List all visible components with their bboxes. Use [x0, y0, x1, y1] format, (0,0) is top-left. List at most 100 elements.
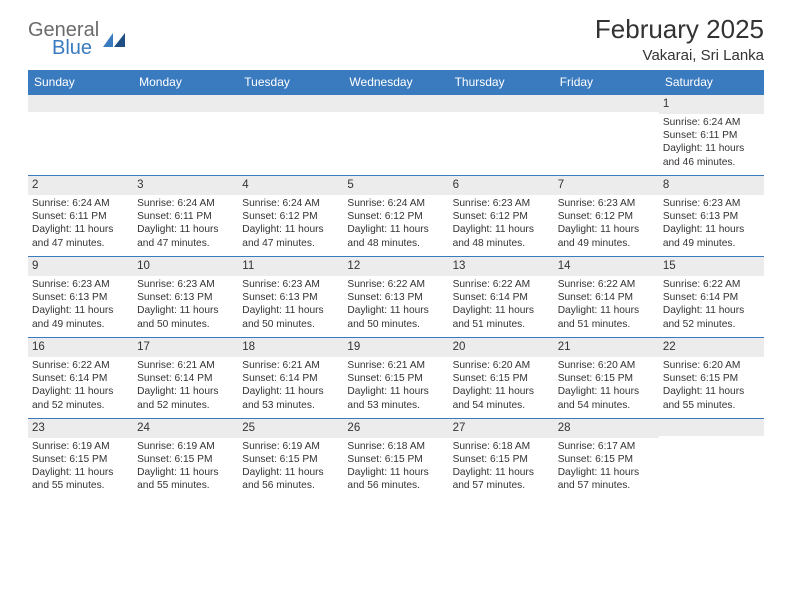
day-cell: 26Sunrise: 6:18 AMSunset: 6:15 PMDayligh…: [343, 418, 448, 498]
location-label: Vakarai, Sri Lanka: [595, 47, 764, 64]
sunrise-line: Sunrise: 6:22 AM: [558, 278, 655, 291]
week-row: 23Sunrise: 6:19 AMSunset: 6:15 PMDayligh…: [28, 418, 764, 498]
sunrise-line: Sunrise: 6:21 AM: [137, 359, 234, 372]
sunrise-line: Sunrise: 6:20 AM: [453, 359, 550, 372]
sunset-line: Sunset: 6:11 PM: [663, 129, 760, 142]
sunrise-line: Sunrise: 6:17 AM: [558, 440, 655, 453]
calendar-grid: Sunday Monday Tuesday Wednesday Thursday…: [28, 70, 764, 499]
sunrise-line: Sunrise: 6:24 AM: [137, 197, 234, 210]
day-number: 7: [554, 176, 659, 195]
sunrise-line: Sunrise: 6:18 AM: [453, 440, 550, 453]
day-number: 1: [659, 95, 764, 114]
sunset-line: Sunset: 6:15 PM: [558, 453, 655, 466]
daylight-line: Daylight: 11 hours and 47 minutes.: [32, 223, 129, 250]
sunrise-line: Sunrise: 6:19 AM: [137, 440, 234, 453]
day-number: 12: [343, 257, 448, 276]
sunset-line: Sunset: 6:13 PM: [663, 210, 760, 223]
title-block: February 2025 Vakarai, Sri Lanka: [595, 14, 764, 64]
day-number: 27: [449, 419, 554, 438]
day-cell: 22Sunrise: 6:20 AMSunset: 6:15 PMDayligh…: [659, 337, 764, 418]
day-cell: 13Sunrise: 6:22 AMSunset: 6:14 PMDayligh…: [449, 256, 554, 337]
day-number: 26: [343, 419, 448, 438]
day-cell: 25Sunrise: 6:19 AMSunset: 6:15 PMDayligh…: [238, 418, 343, 498]
sunrise-line: Sunrise: 6:19 AM: [32, 440, 129, 453]
week-row: 1Sunrise: 6:24 AMSunset: 6:11 PMDaylight…: [28, 95, 764, 176]
sunrise-line: Sunrise: 6:21 AM: [347, 359, 444, 372]
daylight-line: Daylight: 11 hours and 57 minutes.: [558, 466, 655, 493]
sunrise-line: Sunrise: 6:22 AM: [32, 359, 129, 372]
day-cell: 16Sunrise: 6:22 AMSunset: 6:14 PMDayligh…: [28, 337, 133, 418]
sunset-line: Sunset: 6:15 PM: [242, 453, 339, 466]
day-cell: 5Sunrise: 6:24 AMSunset: 6:12 PMDaylight…: [343, 175, 448, 256]
week-row: 16Sunrise: 6:22 AMSunset: 6:14 PMDayligh…: [28, 337, 764, 418]
sunset-line: Sunset: 6:15 PM: [453, 372, 550, 385]
calendar-page: General Blue February 2025 Vakarai, Sri …: [0, 0, 792, 519]
daylight-line: Daylight: 11 hours and 55 minutes.: [137, 466, 234, 493]
dow-saturday: Saturday: [659, 70, 764, 95]
daylight-line: Daylight: 11 hours and 54 minutes.: [558, 385, 655, 412]
sunset-line: Sunset: 6:15 PM: [663, 372, 760, 385]
daylight-line: Daylight: 11 hours and 49 minutes.: [32, 304, 129, 331]
sunrise-line: Sunrise: 6:24 AM: [347, 197, 444, 210]
day-cell: 17Sunrise: 6:21 AMSunset: 6:14 PMDayligh…: [133, 337, 238, 418]
daylight-line: Daylight: 11 hours and 47 minutes.: [242, 223, 339, 250]
day-cell: [659, 418, 764, 498]
week-row: 2Sunrise: 6:24 AMSunset: 6:11 PMDaylight…: [28, 175, 764, 256]
daylight-line: Daylight: 11 hours and 55 minutes.: [663, 385, 760, 412]
sunset-line: Sunset: 6:14 PM: [558, 291, 655, 304]
dow-monday: Monday: [133, 70, 238, 95]
sunrise-line: Sunrise: 6:20 AM: [558, 359, 655, 372]
sunrise-line: Sunrise: 6:21 AM: [242, 359, 339, 372]
sunset-line: Sunset: 6:12 PM: [242, 210, 339, 223]
daylight-line: Daylight: 11 hours and 47 minutes.: [137, 223, 234, 250]
daylight-line: Daylight: 11 hours and 56 minutes.: [242, 466, 339, 493]
day-cell: 8Sunrise: 6:23 AMSunset: 6:13 PMDaylight…: [659, 175, 764, 256]
sunset-line: Sunset: 6:13 PM: [137, 291, 234, 304]
day-cell: 11Sunrise: 6:23 AMSunset: 6:13 PMDayligh…: [238, 256, 343, 337]
sunrise-line: Sunrise: 6:22 AM: [347, 278, 444, 291]
day-cell: 2Sunrise: 6:24 AMSunset: 6:11 PMDaylight…: [28, 175, 133, 256]
daylight-line: Daylight: 11 hours and 51 minutes.: [453, 304, 550, 331]
day-number: 21: [554, 338, 659, 357]
day-cell: 27Sunrise: 6:18 AMSunset: 6:15 PMDayligh…: [449, 418, 554, 498]
sunrise-line: Sunrise: 6:23 AM: [32, 278, 129, 291]
sunrise-line: Sunrise: 6:20 AM: [663, 359, 760, 372]
day-number: 10: [133, 257, 238, 276]
sunrise-line: Sunrise: 6:22 AM: [453, 278, 550, 291]
daylight-line: Daylight: 11 hours and 56 minutes.: [347, 466, 444, 493]
day-cell: [28, 95, 133, 176]
sunset-line: Sunset: 6:15 PM: [558, 372, 655, 385]
day-cell: 24Sunrise: 6:19 AMSunset: 6:15 PMDayligh…: [133, 418, 238, 498]
sunrise-line: Sunrise: 6:24 AM: [242, 197, 339, 210]
day-number: 25: [238, 419, 343, 438]
daylight-line: Daylight: 11 hours and 53 minutes.: [347, 385, 444, 412]
day-number: 13: [449, 257, 554, 276]
brand-logo: General Blue: [28, 20, 125, 58]
daylight-line: Daylight: 11 hours and 57 minutes.: [453, 466, 550, 493]
daylight-line: Daylight: 11 hours and 55 minutes.: [32, 466, 129, 493]
page-header: General Blue February 2025 Vakarai, Sri …: [28, 14, 764, 64]
sunrise-line: Sunrise: 6:23 AM: [137, 278, 234, 291]
week-row: 9Sunrise: 6:23 AMSunset: 6:13 PMDaylight…: [28, 256, 764, 337]
daylight-line: Daylight: 11 hours and 49 minutes.: [558, 223, 655, 250]
sunrise-line: Sunrise: 6:22 AM: [663, 278, 760, 291]
day-number: 17: [133, 338, 238, 357]
logo-word-blue: Blue: [52, 38, 99, 58]
sunset-line: Sunset: 6:13 PM: [347, 291, 444, 304]
month-title: February 2025: [595, 14, 764, 45]
sunset-line: Sunset: 6:12 PM: [347, 210, 444, 223]
dow-sunday: Sunday: [28, 70, 133, 95]
day-number: 3: [133, 176, 238, 195]
sunset-line: Sunset: 6:15 PM: [32, 453, 129, 466]
day-number: [238, 95, 343, 112]
day-cell: 28Sunrise: 6:17 AMSunset: 6:15 PMDayligh…: [554, 418, 659, 498]
day-number: 24: [133, 419, 238, 438]
sunset-line: Sunset: 6:15 PM: [347, 453, 444, 466]
sunset-line: Sunset: 6:14 PM: [137, 372, 234, 385]
day-number: 23: [28, 419, 133, 438]
sunrise-line: Sunrise: 6:23 AM: [242, 278, 339, 291]
day-cell: [343, 95, 448, 176]
day-number: 19: [343, 338, 448, 357]
day-number: [133, 95, 238, 112]
sunrise-line: Sunrise: 6:23 AM: [453, 197, 550, 210]
